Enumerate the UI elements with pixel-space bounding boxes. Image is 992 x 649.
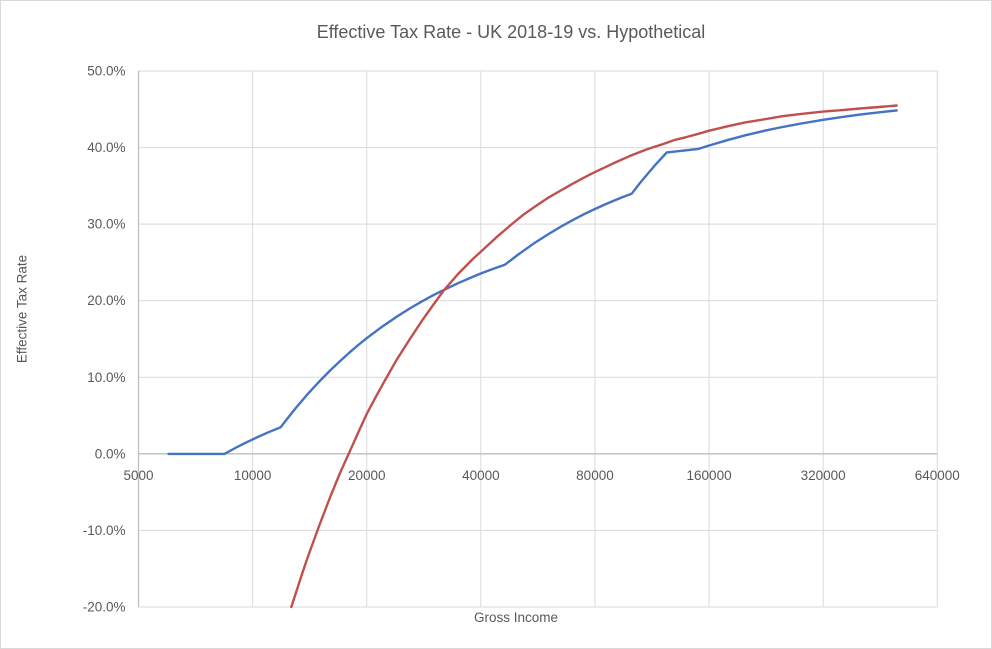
x-tick-label: 40000	[462, 468, 500, 483]
y-axis-title: Effective Tax Rate	[14, 254, 30, 364]
y-tick-label: -10.0%	[83, 523, 126, 538]
x-tick-label: 20000	[348, 468, 386, 483]
x-tick-label: 640000	[915, 468, 960, 483]
y-tick-label: 10.0%	[87, 370, 125, 385]
series-line-hypothetical	[290, 104, 898, 609]
x-tick-label: 10000	[234, 468, 272, 483]
y-tick-label: 0.0%	[95, 446, 126, 461]
chart-title: Effective Tax Rate - UK 2018-19 vs. Hypo…	[316, 22, 706, 42]
x-tick-label: 80000	[576, 468, 614, 483]
x-tick-label: 5000	[123, 468, 153, 483]
y-tick-label: 40.0%	[87, 140, 125, 155]
y-tick-label: -20.0%	[83, 600, 126, 615]
y-tick-label: 30.0%	[87, 217, 125, 232]
series-line-uk-2018-19	[167, 109, 898, 456]
x-tick-label: 160000	[687, 468, 732, 483]
x-tick-label: 320000	[801, 468, 846, 483]
y-tick-label: 20.0%	[87, 293, 125, 308]
y-tick-label: 50.0%	[87, 64, 125, 79]
x-axis-title: Gross Income	[473, 610, 559, 625]
